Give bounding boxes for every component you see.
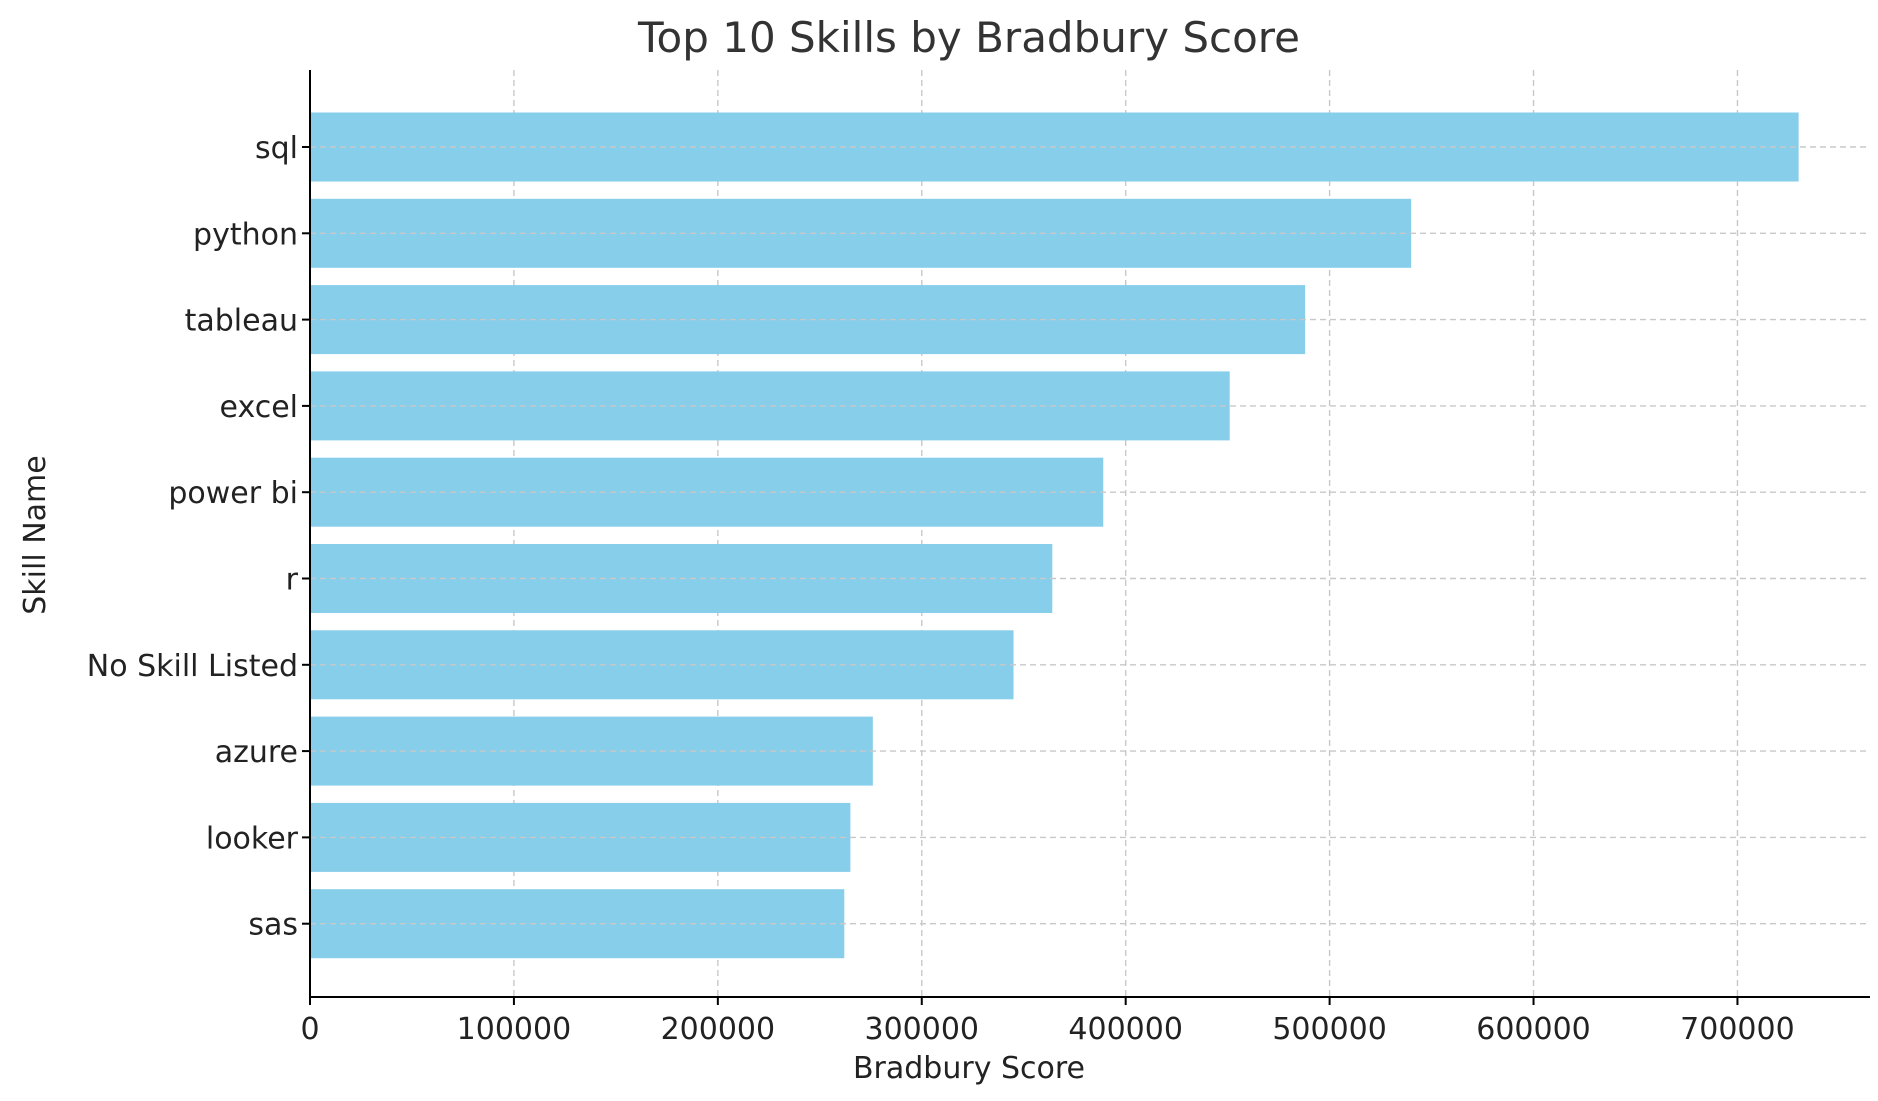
y-tick-label: r: [286, 563, 299, 598]
y-tick-label: sas: [248, 908, 298, 943]
x-tick-label: 600000: [1476, 1012, 1591, 1047]
y-tick-label: excel: [220, 390, 298, 425]
x-tick-label: 700000: [1680, 1012, 1795, 1047]
y-tick-label: azure: [215, 735, 298, 770]
y-axis-label: Skill Name: [18, 455, 53, 614]
y-tick-label: sql: [255, 131, 298, 166]
x-tick-label: 0: [300, 1012, 319, 1047]
x-tick-label: 500000: [1272, 1012, 1387, 1047]
x-tick-label: 400000: [1068, 1012, 1183, 1047]
x-tick-label: 200000: [661, 1012, 776, 1047]
x-tick-label: 100000: [457, 1012, 572, 1047]
y-tick-label: No Skill Listed: [87, 649, 298, 684]
bars-layer: [310, 112, 1799, 959]
y-tick-label: looker: [206, 821, 299, 856]
chart-title: Top 10 Skills by Bradbury Score: [637, 13, 1300, 62]
x-axis-label: Bradbury Score: [853, 1051, 1085, 1086]
y-tick-label: tableau: [185, 304, 298, 339]
axis-layer: 0 100000 200000 300000 400000 500000 600000 700…: [87, 70, 1870, 1047]
y-tick-label: power bi: [168, 476, 298, 511]
x-tick-label: 300000: [864, 1012, 979, 1047]
y-tick-label: python: [193, 217, 298, 252]
